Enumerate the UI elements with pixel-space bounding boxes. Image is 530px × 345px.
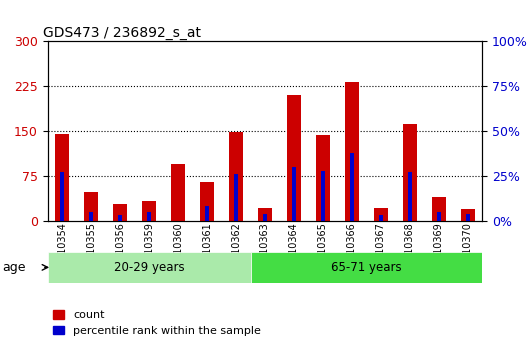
Bar xyxy=(292,167,296,221)
Bar xyxy=(374,208,388,221)
Bar xyxy=(171,164,185,221)
Bar xyxy=(316,135,330,221)
Text: GSM10361: GSM10361 xyxy=(202,222,212,275)
Bar xyxy=(431,197,446,221)
Bar xyxy=(350,152,354,221)
Bar xyxy=(258,208,272,221)
Bar xyxy=(89,212,93,221)
Text: GSM10359: GSM10359 xyxy=(144,222,154,275)
Bar xyxy=(200,182,214,221)
Text: GSM10369: GSM10369 xyxy=(434,222,444,275)
Text: GSM10354: GSM10354 xyxy=(57,222,67,275)
Bar xyxy=(60,172,64,221)
Bar xyxy=(403,124,417,221)
Text: 20-29 years: 20-29 years xyxy=(114,261,184,274)
Bar xyxy=(48,252,251,283)
Text: GDS473 / 236892_s_at: GDS473 / 236892_s_at xyxy=(43,26,201,40)
Bar xyxy=(344,82,359,221)
Text: GSM10370: GSM10370 xyxy=(463,222,473,275)
Bar xyxy=(229,132,243,221)
Bar xyxy=(205,206,209,221)
Bar xyxy=(84,192,99,221)
Text: GSM10360: GSM10360 xyxy=(173,222,183,275)
Bar xyxy=(147,212,151,221)
Bar xyxy=(287,95,301,221)
Text: GSM10366: GSM10366 xyxy=(347,222,357,275)
Bar xyxy=(408,172,412,221)
Legend: count, percentile rank within the sample: count, percentile rank within the sample xyxy=(53,310,261,336)
Bar xyxy=(263,214,267,221)
Bar xyxy=(142,201,156,221)
Bar xyxy=(321,170,325,221)
Text: GSM10356: GSM10356 xyxy=(115,222,125,275)
Text: GSM10362: GSM10362 xyxy=(231,222,241,275)
Bar xyxy=(466,214,470,221)
Text: GSM10368: GSM10368 xyxy=(405,222,415,275)
Bar xyxy=(234,174,238,221)
Bar xyxy=(461,209,475,221)
Bar xyxy=(379,215,383,221)
Text: 65-71 years: 65-71 years xyxy=(331,261,402,274)
Text: GSM10363: GSM10363 xyxy=(260,222,270,275)
Text: GSM10365: GSM10365 xyxy=(318,222,328,275)
Bar xyxy=(251,252,482,283)
Text: GSM10367: GSM10367 xyxy=(376,222,386,275)
Bar xyxy=(118,215,122,221)
Text: GSM10364: GSM10364 xyxy=(289,222,299,275)
Text: age: age xyxy=(3,261,26,274)
Bar xyxy=(113,204,127,221)
Bar xyxy=(55,134,69,221)
Text: GSM10355: GSM10355 xyxy=(86,222,96,275)
Bar xyxy=(437,212,441,221)
